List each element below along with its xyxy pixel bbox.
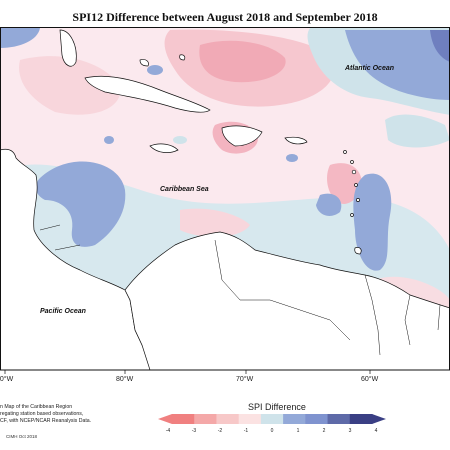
legend-title: SPI Difference: [248, 402, 306, 412]
note-line-3: CF, with NCEP/NCAR Reanalysis Data.: [0, 418, 92, 424]
atlantic-ocean-label: Atlantic Ocean: [344, 65, 394, 72]
tick-label: 70°W: [236, 375, 254, 383]
tick-label: 80°W: [0, 375, 14, 383]
legend-swatch: [283, 414, 306, 424]
legend-swatch: [349, 414, 373, 424]
tick-label: 60°W: [361, 375, 379, 383]
legend-arrow-right: [372, 414, 386, 424]
credit-text: CIMH Oct 2018: [6, 434, 38, 439]
country-borders: [39, 224, 441, 356]
legend-colorbar: -4 -3 -2 -1 0 1 2 3 4: [158, 414, 386, 434]
legend-tick-label: -4: [166, 428, 171, 434]
legend-tick-label: 2: [323, 428, 326, 434]
legend-swatch: [172, 414, 195, 424]
legend-tick-label: 0: [271, 428, 274, 434]
note-line-1: n Map of the Caribbean Region: [0, 404, 73, 410]
legend-tick-label: 1: [297, 428, 300, 434]
legend-swatch: [305, 414, 329, 424]
legend-swatch: [260, 414, 284, 424]
legend-swatch: [327, 414, 351, 424]
legend-tick-label: 3: [349, 428, 352, 434]
pacific-ocean-label: Pacific Ocean: [40, 308, 86, 315]
map-title: SPI12 Difference between August 2018 and…: [72, 10, 378, 24]
legend-arrow-left: [158, 414, 172, 424]
tick-label: 80°W: [116, 375, 134, 383]
legend-swatch: [216, 414, 240, 424]
legend-tick-label: -1: [244, 428, 249, 434]
caribbean-sea-label: Caribbean Sea: [160, 186, 209, 193]
legend-tick-label: -3: [192, 428, 197, 434]
legend-swatch: [194, 414, 217, 424]
legend-swatch: [238, 414, 262, 424]
longitude-axis: 80°W 80°W 70°W 60°W: [0, 370, 379, 383]
note-line-2: regating station based observations,: [0, 411, 84, 417]
land-outlines: [0, 29, 450, 371]
legend-tick-label: 4: [375, 428, 378, 434]
legend-tick-label: -2: [218, 428, 223, 434]
